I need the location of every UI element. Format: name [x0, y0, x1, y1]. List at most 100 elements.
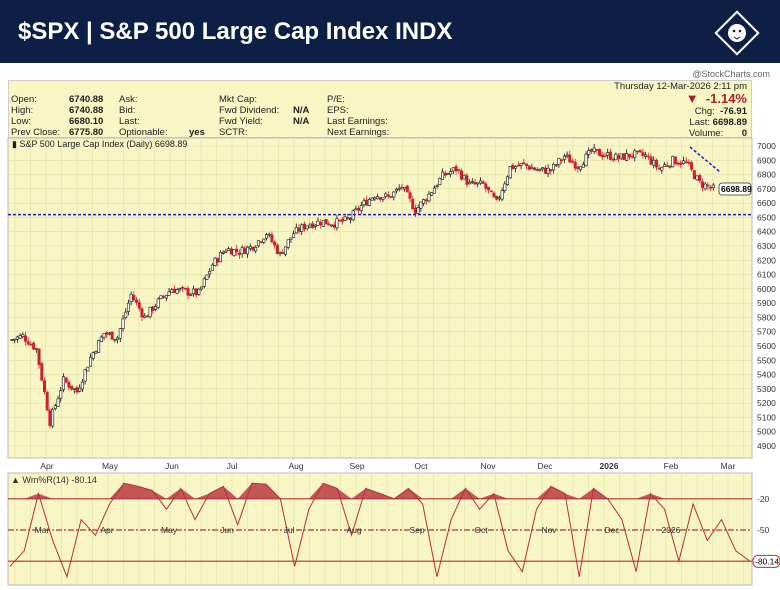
candle [557, 158, 561, 165]
candle [40, 363, 44, 381]
candle [305, 225, 309, 230]
info-label: P/E: [327, 94, 345, 105]
pct-change: ▼ -1.14% [685, 91, 747, 106]
candle [676, 162, 680, 165]
candle [164, 295, 168, 299]
candle [481, 181, 485, 184]
x-tick-label: May [102, 461, 119, 471]
x-tick-label: Jun [165, 461, 179, 471]
candle [34, 348, 38, 350]
y-tick-label: 6800 [757, 170, 776, 180]
candle [603, 155, 607, 158]
candle [308, 224, 312, 228]
indicator-x-label: Nov [541, 525, 557, 535]
candle [61, 376, 65, 390]
candle [137, 302, 141, 309]
candle [86, 366, 90, 372]
candle [367, 199, 371, 206]
candle [660, 166, 664, 171]
candle [224, 250, 228, 253]
x-tick-label: Aug [288, 461, 303, 471]
candle [625, 152, 629, 161]
page-title: $SPX | S&P 500 Large Cap Index INDX [18, 18, 453, 45]
candle [703, 183, 707, 190]
candle [283, 246, 287, 255]
candle [698, 175, 702, 182]
candle [321, 220, 325, 227]
candle [48, 410, 52, 426]
y-tick-label: 4900 [757, 441, 776, 451]
indicator-panel [7, 472, 753, 586]
candle [21, 334, 25, 337]
candle [638, 149, 642, 153]
candle [107, 332, 111, 335]
candle [10, 339, 14, 341]
candle [186, 288, 190, 296]
candle [441, 171, 445, 180]
candle [587, 150, 591, 155]
candle [514, 166, 518, 169]
candle [516, 164, 520, 167]
candle [419, 201, 423, 209]
candle [270, 234, 274, 243]
x-tick-label: Oct [414, 461, 428, 471]
y-tick-label: 5400 [757, 370, 776, 380]
candle [15, 336, 19, 340]
candle [462, 174, 466, 180]
candle [533, 167, 537, 171]
candle [408, 192, 412, 199]
candle [608, 151, 612, 160]
candle [654, 159, 658, 168]
x-tick-label: Sep [349, 461, 364, 471]
candle [511, 164, 515, 170]
x-tick-label: Nov [480, 461, 496, 471]
candle [635, 150, 639, 153]
candle [210, 264, 214, 271]
candle [143, 315, 147, 318]
candle [381, 197, 385, 200]
candle [430, 192, 434, 196]
candle [235, 248, 239, 253]
candle [200, 286, 204, 290]
info-label: SCTR: [219, 127, 248, 138]
candle [649, 156, 653, 165]
candle [99, 336, 103, 342]
indicator-x-label: May [161, 525, 178, 535]
candle [262, 238, 266, 243]
candle [595, 149, 599, 151]
candle [506, 176, 510, 185]
info-label: Prev Close: [11, 127, 61, 138]
candle [327, 223, 331, 226]
y-tick-label: 6300 [757, 241, 776, 251]
candle [359, 205, 363, 212]
candle [340, 219, 344, 222]
candle [606, 152, 610, 156]
candle [457, 169, 461, 171]
candle [251, 246, 255, 251]
candle [403, 187, 407, 190]
candle [435, 185, 439, 188]
candle [668, 165, 672, 168]
candle [663, 164, 667, 168]
candle [124, 311, 128, 318]
candle [338, 219, 342, 222]
candle [265, 234, 269, 239]
candle [275, 244, 279, 254]
indicator-x-label: Oct [474, 525, 488, 535]
y-tick-label: 5700 [757, 327, 776, 337]
candle [411, 198, 415, 210]
candle [135, 299, 139, 303]
candle [579, 166, 583, 170]
candle [438, 178, 442, 185]
candle [229, 248, 233, 255]
candle [500, 190, 504, 200]
candle [541, 167, 545, 170]
candle [581, 164, 585, 168]
candle [690, 162, 694, 170]
change: Chg: -76.91 [694, 106, 747, 117]
candle [313, 224, 317, 227]
candle [256, 240, 260, 247]
candle [497, 197, 501, 200]
indicator-x-label: Aug [346, 525, 361, 535]
candle [576, 166, 580, 169]
